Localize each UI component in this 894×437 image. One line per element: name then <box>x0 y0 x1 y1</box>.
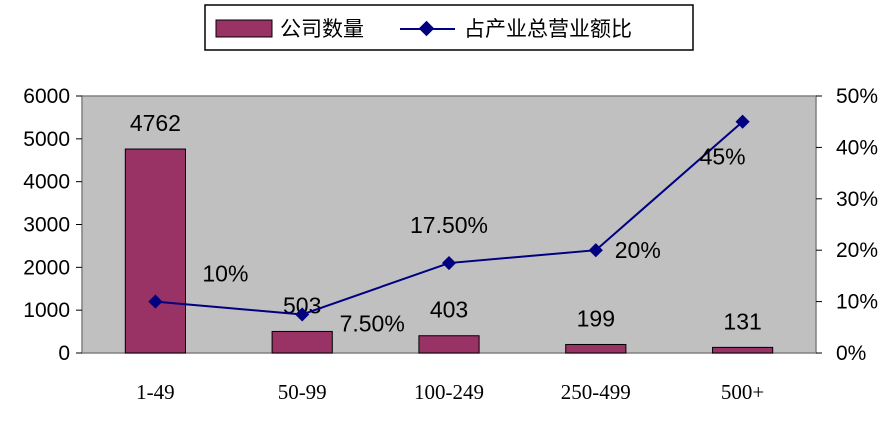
legend-label-line: 占产业总营业额比 <box>464 17 632 41</box>
bar-series <box>124 148 774 354</box>
line-value-label: 17.50% <box>410 212 488 238</box>
x-category-label: 50-99 <box>278 380 327 404</box>
y-left-tick-label: 0 <box>58 342 70 365</box>
y-left-tick-label: 2000 <box>23 256 70 279</box>
legend-swatch-bar <box>215 19 273 38</box>
line-value-label: 45% <box>700 144 746 170</box>
line-marker <box>441 255 457 271</box>
bar <box>712 346 774 354</box>
y-right-tick-label: 10% <box>836 291 878 314</box>
x-category-label: 1-49 <box>136 380 175 404</box>
bar-value-label: 131 <box>723 308 761 334</box>
bar-value-label: 199 <box>577 305 615 331</box>
x-axis: 1-49 50-99 100-249 250-499 500+ <box>136 380 764 404</box>
bar <box>565 343 627 354</box>
bar-value-label: 403 <box>430 297 468 323</box>
line-value-label: 10% <box>202 261 248 287</box>
x-category-label: 100-249 <box>414 380 484 404</box>
line-marker <box>588 243 603 258</box>
bar <box>418 335 480 354</box>
y-left-tick-label: 3000 <box>23 214 70 237</box>
y-right-tick-label: 40% <box>836 136 878 159</box>
line-marker <box>148 294 163 309</box>
y-right-axis: 0% 10% 20% 30% 40% 50% <box>816 85 878 365</box>
legend: 公司数量 占产业总营业额比 <box>204 4 694 51</box>
y-right-tick-label: 50% <box>836 85 878 108</box>
line-data-labels: 10% 7.50% 17.50% 20% 45% <box>202 144 745 337</box>
line-series <box>148 114 750 322</box>
bar-value-label: 4762 <box>130 110 181 136</box>
y-left-tick-label: 5000 <box>23 128 70 151</box>
x-category-label: 500+ <box>721 380 764 404</box>
y-right-tick-label: 20% <box>836 239 878 262</box>
y-left-tick-label: 4000 <box>23 171 70 194</box>
y-right-tick-label: 0% <box>836 342 866 365</box>
legend-box <box>204 4 694 51</box>
bar <box>124 148 186 354</box>
y-left-axis: 0 1000 2000 3000 4000 5000 6000 <box>23 85 82 365</box>
y-left-tick-label: 6000 <box>23 85 70 108</box>
legend-label-bar: 公司数量 <box>280 17 364 41</box>
y-right-tick-label: 30% <box>836 188 878 211</box>
line-marker <box>295 307 310 322</box>
line-marker <box>735 114 750 129</box>
x-category-label: 250-499 <box>561 380 631 404</box>
y-left-tick-label: 1000 <box>23 299 70 322</box>
line-value-label: 20% <box>615 237 661 263</box>
bar <box>271 330 333 354</box>
line-value-label: 7.50% <box>340 310 405 336</box>
